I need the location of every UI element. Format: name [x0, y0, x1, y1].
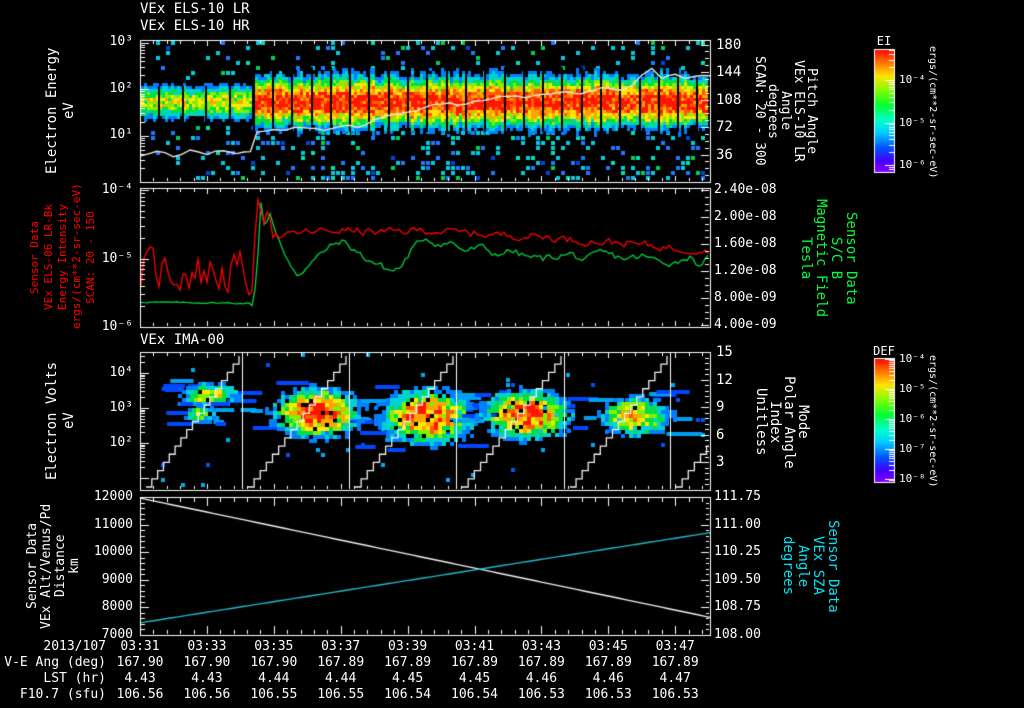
- p3-right-tick: 9: [716, 399, 725, 416]
- p4-ytick: 12000: [93, 489, 133, 504]
- ei-cbar-tick: 10⁻⁵: [899, 115, 926, 129]
- p4-ytick: 9000: [101, 571, 133, 587]
- footer-value: 106.54: [451, 687, 498, 702]
- panel2-right-axis-label: Sensor Data S/C B Magnetic Field Tesla: [798, 198, 859, 317]
- p4-right-tick: 111.75: [714, 489, 761, 504]
- p2-right-tick: 2.00e-08: [714, 209, 777, 224]
- def-cbar-tick: 10⁻⁴: [899, 352, 926, 365]
- panel3-right-axis-label: Mode Polar Angle Index Unitless: [753, 375, 811, 469]
- footer-value: 106.55: [250, 687, 298, 702]
- def-cbar-tick: 10⁻⁸: [899, 472, 926, 485]
- panel1-right-axis-label: Pitch Angle VEx ELS-10 LR Angle degrees …: [752, 56, 819, 166]
- p2-right-tick: 1.60e-08: [714, 236, 777, 251]
- footer-value: 106.56: [116, 687, 164, 702]
- footer-value: 167.90: [250, 655, 298, 670]
- footer-value: 167.89: [317, 655, 365, 670]
- p1-right-tick: 36: [716, 146, 733, 163]
- footer-value: 4.46: [525, 671, 558, 686]
- footer-value: 4.44: [325, 671, 357, 686]
- ei-cbar-tick: 10⁻⁴: [899, 73, 926, 86]
- p2-right-tick: 4.00e-09: [714, 317, 777, 332]
- footer-row-label-lst: LST (hr): [43, 671, 106, 686]
- footer-value: 4.44: [258, 671, 290, 686]
- def-colorbar-units: ergs/(cm**2-sr-sec-eV): [927, 354, 938, 488]
- footer-value: 167.90: [183, 655, 231, 670]
- def-cbar-tick: 10⁻⁶: [899, 412, 926, 425]
- p4-right-tick: 108.75: [714, 599, 761, 615]
- p1-right-tick: 144: [716, 64, 742, 81]
- p1-right-tick: 108: [716, 91, 742, 108]
- p3-right-tick: 12: [716, 371, 733, 388]
- p3-right-tick: 15: [716, 344, 733, 360]
- footer-value: 167.89: [451, 655, 498, 670]
- footer-value: 106.53: [651, 687, 699, 702]
- date-label: 2013/107: [43, 639, 106, 654]
- time-label: 03:35: [254, 639, 294, 654]
- footer-value: 167.90: [116, 655, 164, 670]
- p3-right-tick: 6: [716, 426, 725, 443]
- footer-value: 106.55: [317, 687, 365, 702]
- p1-ytick: 10¹: [109, 127, 133, 142]
- p3-ytick: 10⁴: [109, 365, 133, 380]
- time-label: 03:41: [454, 639, 495, 654]
- ei-colorbar-units: ergs/(cm**2-sr-sec-eV): [927, 46, 938, 179]
- footer-value: 4.45: [458, 671, 491, 686]
- footer-value: 106.53: [517, 687, 565, 702]
- footer-value: 4.43: [191, 671, 223, 686]
- footer-value: 106.54: [384, 687, 432, 702]
- p1-right-tick: 72: [716, 119, 733, 136]
- p4-right-tick: 108.00: [714, 627, 761, 642]
- time-label: 03:47: [655, 639, 695, 654]
- time-label: 03:39: [388, 639, 428, 654]
- p4-ytick: 11000: [93, 516, 133, 532]
- time-label: 03:43: [521, 639, 561, 654]
- p4-ytick: 10000: [93, 544, 133, 560]
- panel4-right-axis-label: Sensor Data VEx SZA Angle degrees: [780, 519, 841, 613]
- time-label: 03:37: [321, 639, 361, 654]
- p1-right-tick: 180: [716, 36, 742, 53]
- time-label: 03:31: [120, 639, 160, 654]
- def-colorbar-title: DEF: [873, 344, 895, 358]
- time-label: 03:45: [588, 639, 628, 654]
- p4-right-tick: 109.50: [714, 571, 761, 587]
- footer-value: 4.45: [391, 671, 424, 686]
- p1-ytick: 10²: [109, 80, 133, 96]
- footer-value: 4.43: [124, 671, 156, 686]
- footer-value: 167.89: [517, 655, 565, 670]
- def-cbar-tick: 10⁻⁷: [899, 442, 926, 455]
- p4-ytick: 8000: [101, 599, 133, 615]
- panel1-title-hr: VEx ELS-10 HR: [140, 18, 250, 34]
- footer-value: 106.53: [584, 687, 632, 702]
- footer-value: 167.89: [651, 655, 699, 670]
- def-cbar-tick: 10⁻⁵: [899, 382, 926, 395]
- footer-value: 167.89: [384, 655, 432, 670]
- ei-cbar-tick: 10⁻⁶: [899, 158, 926, 171]
- p4-ytick: 7000: [101, 627, 133, 642]
- p1-ytick: 10³: [109, 34, 133, 49]
- footer-value: 4.46: [592, 671, 624, 686]
- panel1-title-lr: VEx ELS-10 LR: [140, 1, 250, 17]
- panel1-y-axis-label: Electron Energy eV: [44, 47, 77, 175]
- time-label: 03:33: [187, 639, 227, 654]
- footer-row-label-veang: V-E Ang (deg): [4, 655, 106, 670]
- footer-value: 167.89: [584, 655, 632, 670]
- p2-ytick: 10⁻⁶: [101, 319, 133, 334]
- panel3-title: VEx IMA-00: [140, 332, 225, 348]
- p4-right-tick: 111.00: [714, 516, 761, 532]
- p2-ytick: 10⁻⁴: [101, 182, 133, 197]
- p4-right-tick: 110.25: [714, 544, 761, 560]
- p3-right-tick: 3: [716, 454, 725, 471]
- p2-ytick: 10⁻⁵: [101, 250, 133, 266]
- p3-ytick: 10³: [109, 400, 133, 415]
- ei-colorbar-title: EI: [876, 34, 892, 48]
- footer-row-label-f107: F10.7 (sfu): [19, 687, 106, 702]
- p2-right-tick: 8.00e-09: [714, 290, 777, 305]
- p2-right-tick: 2.40e-08: [714, 182, 777, 197]
- p3-ytick: 10²: [109, 435, 133, 450]
- p2-right-tick: 1.20e-08: [714, 263, 777, 278]
- footer-value: 106.56: [183, 687, 231, 702]
- footer-value: 4.47: [659, 671, 691, 686]
